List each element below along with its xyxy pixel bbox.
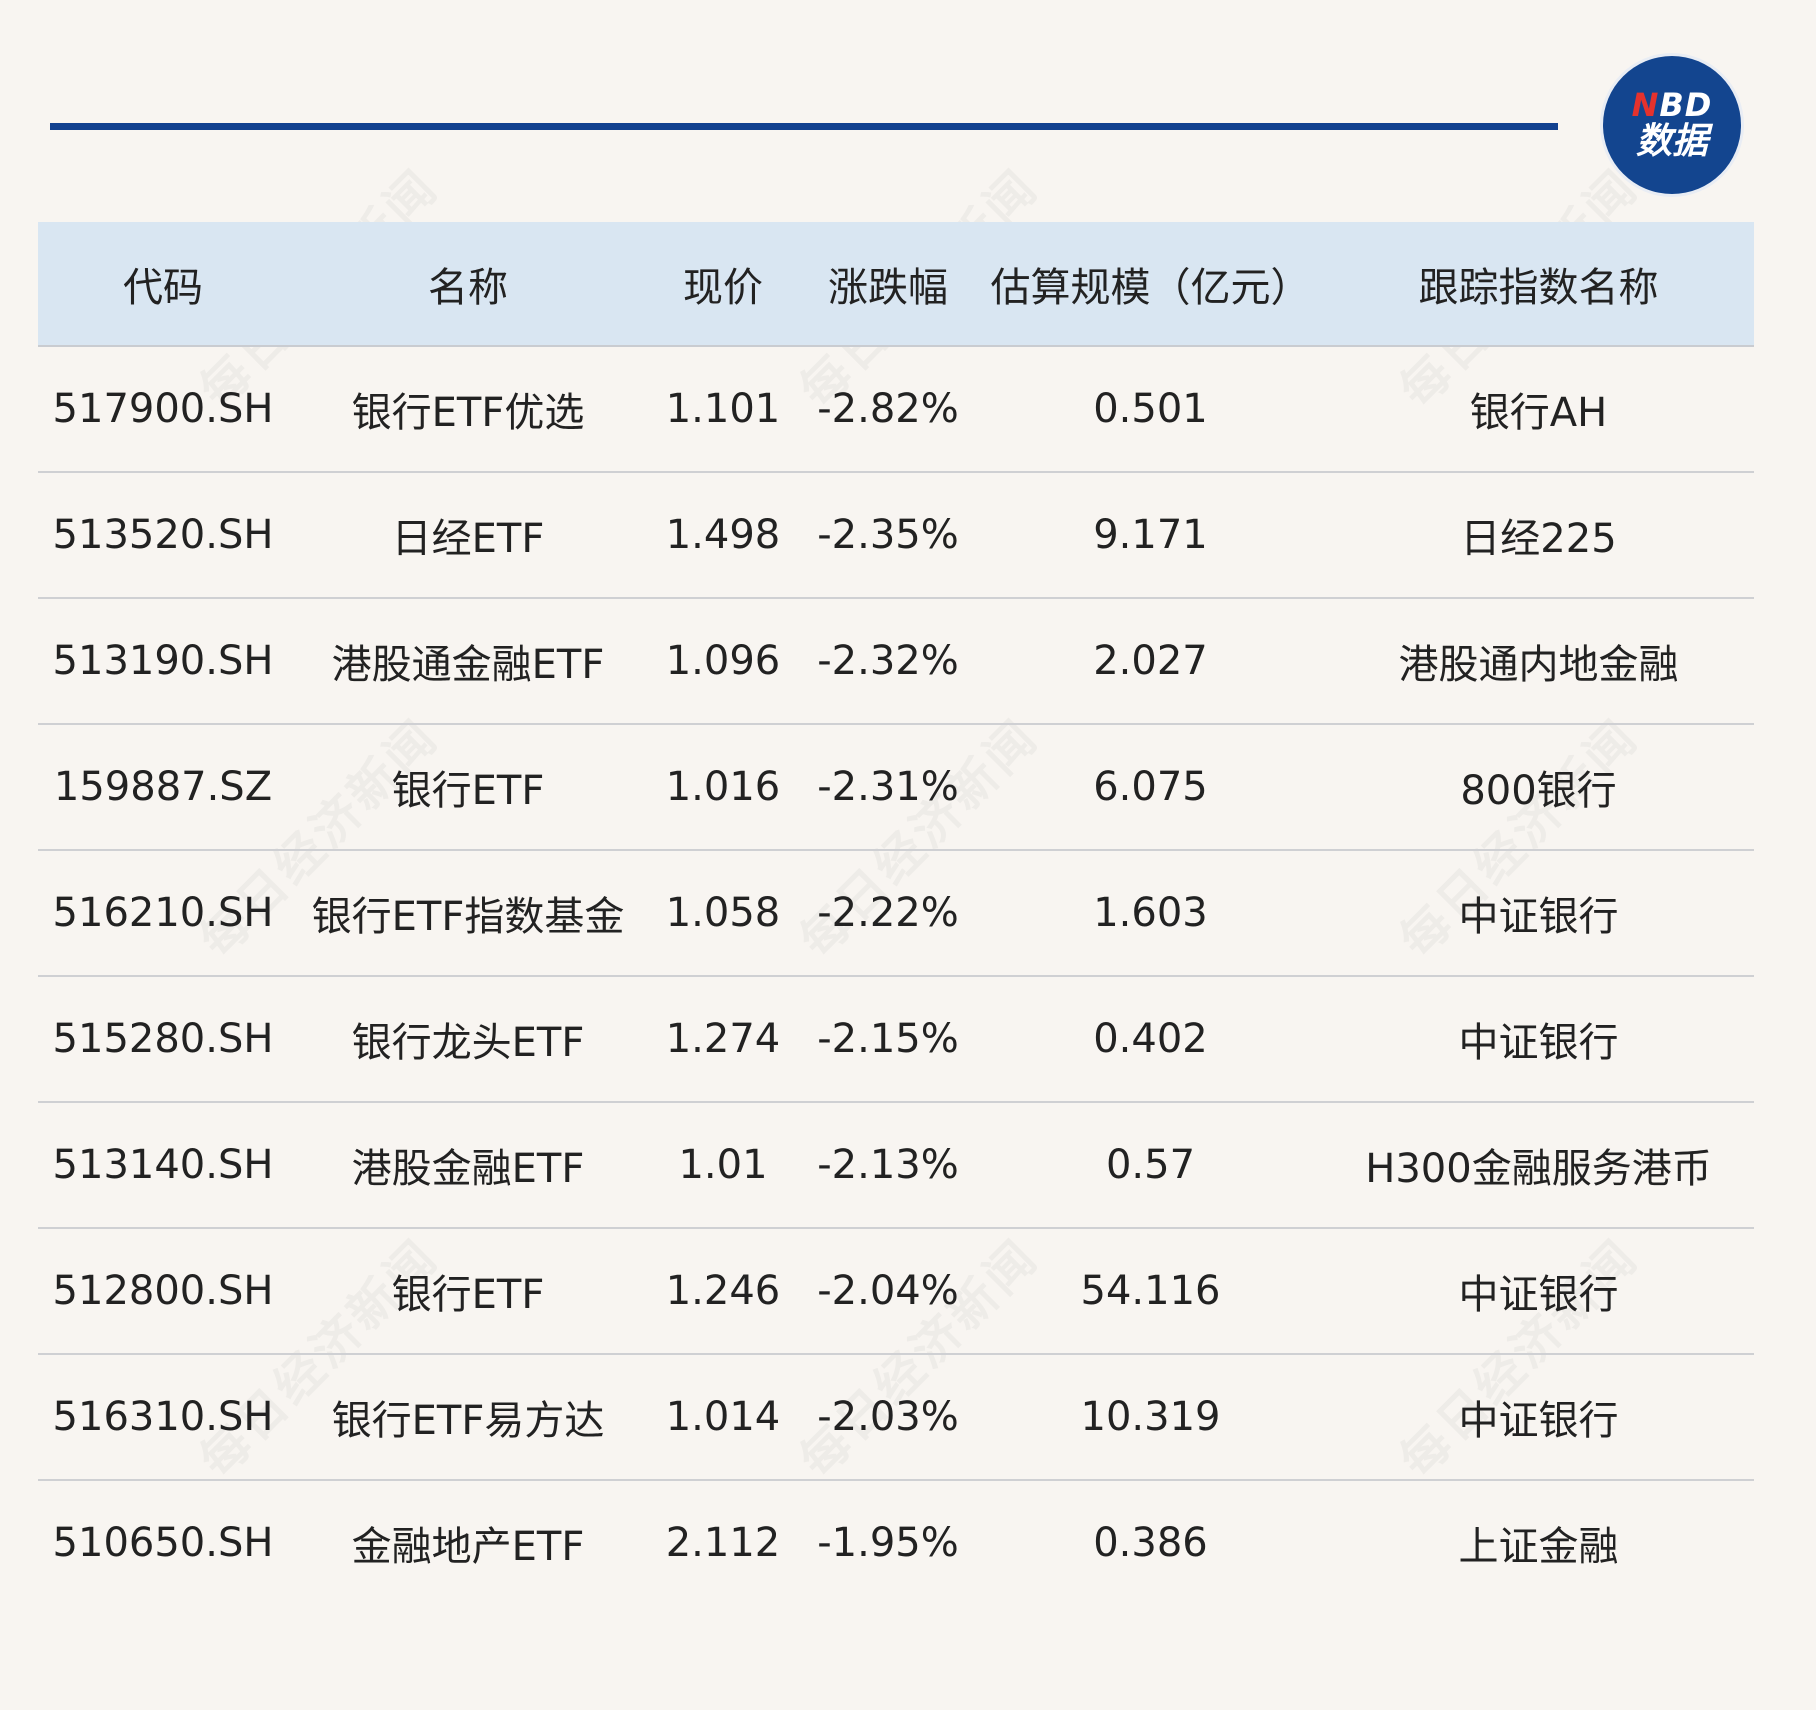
cell-name: 日经ETF [288, 472, 648, 599]
cell-price: 1.274 [648, 976, 798, 1103]
cell-scale: 0.402 [978, 976, 1323, 1103]
cell-change: -1.95% [817, 1520, 959, 1566]
column-header-code: 代码 [38, 222, 288, 347]
cell-price: 1.101 [648, 346, 798, 473]
cell-scale: 1.603 [978, 850, 1323, 977]
cell-code: 510650.SH [52, 1520, 274, 1566]
column-header-scale: 估算规模（亿元） [978, 222, 1323, 347]
cell-change: -2.13% [798, 1102, 978, 1229]
cell-price: 1.246 [648, 1228, 798, 1355]
cell-scale: 0.386 [1093, 1520, 1208, 1566]
table-row: 516310.SH 银行ETF易方达 1.014 -2.03% 10.319 中证银行 [38, 1354, 1754, 1481]
cell-name: 银行龙头ETF [288, 976, 648, 1103]
cell-index: 中证银行 [1323, 1354, 1754, 1481]
column-header-name: 名称 [288, 222, 648, 347]
table-row: 513190.SH 港股通金融ETF 1.096 -2.32% 2.027 港股通内地金融 [38, 598, 1754, 725]
cell-index: 上证金融 [1458, 1524, 1619, 1570]
cell-scale: 2.027 [978, 598, 1323, 725]
table-row: 515280.SH 银行龙头ETF 1.274 -2.15% 0.402 中证银行 [38, 976, 1754, 1103]
cell-scale: 0.501 [978, 346, 1323, 473]
cell-scale: 10.319 [978, 1354, 1323, 1481]
cell-change: -2.35% [798, 472, 978, 599]
cell-index: H300金融服务港币 [1323, 1102, 1754, 1229]
cell-name: 银行ETF [288, 1228, 648, 1355]
cell-code: 159887.SZ [38, 724, 288, 851]
cell-index: 800银行 [1323, 724, 1754, 851]
cell-scale: 54.116 [978, 1228, 1323, 1355]
cell-scale: 6.075 [978, 724, 1323, 851]
cell-price: 1.058 [648, 850, 798, 977]
cell-change: -2.31% [798, 724, 978, 851]
cell-code: 513520.SH [38, 472, 288, 599]
table-row: 510650.SH 金融地产ETF 2.112 -1.95% 0.386 上证金融 [38, 1480, 1754, 1605]
cell-price: 1.498 [648, 472, 798, 599]
header-rule [50, 123, 1558, 130]
cell-name: 银行ETF指数基金 [288, 850, 648, 977]
cell-scale: 0.57 [978, 1102, 1323, 1229]
cell-code: 513190.SH [38, 598, 288, 725]
cell-change: -2.32% [798, 598, 978, 725]
logo-line-1: NBD [1631, 86, 1713, 124]
column-header-price: 现价 [648, 222, 798, 347]
cell-code: 515280.SH [38, 976, 288, 1103]
cell-index: 银行AH [1323, 346, 1754, 473]
cell-price: 1.014 [648, 1354, 798, 1481]
cell-change: -2.82% [798, 346, 978, 473]
cell-scale: 9.171 [978, 472, 1323, 599]
cell-name: 金融地产ETF [351, 1524, 585, 1570]
cell-code: 516310.SH [38, 1354, 288, 1481]
logo-line-2: 数据 [1635, 121, 1708, 162]
table-row: 516210.SH 银行ETF指数基金 1.058 -2.22% 1.603 中证银行 [38, 850, 1754, 977]
cell-change: -2.03% [798, 1354, 978, 1481]
cell-price: 1.016 [648, 724, 798, 851]
cell-change: -2.15% [798, 976, 978, 1103]
cell-price: 1.01 [648, 1102, 798, 1229]
cell-code: 513140.SH [38, 1102, 288, 1229]
cell-index: 日经225 [1323, 472, 1754, 599]
cell-index: 港股通内地金融 [1323, 598, 1754, 725]
table-row: 517900.SH 银行ETF优选 1.101 -2.82% 0.501 银行AH [38, 346, 1754, 473]
table-row: 159887.SZ 银行ETF 1.016 -2.31% 6.075 800银行 [38, 724, 1754, 851]
cell-index: 中证银行 [1323, 1228, 1754, 1355]
cell-price: 1.096 [648, 598, 798, 725]
cell-name: 港股通金融ETF [288, 598, 648, 725]
cell-code: 512800.SH [38, 1228, 288, 1355]
cell-name: 银行ETF [288, 724, 648, 851]
table-row: 513140.SH 港股金融ETF 1.01 -2.13% 0.57 H300金融服务港币 [38, 1102, 1754, 1229]
cell-code: 517900.SH [38, 346, 288, 473]
table-header-row: 代码 名称 现价 涨跌幅 估算规模（亿元） 跟踪指数名称 [38, 222, 1754, 347]
table-body: 517900.SH 银行ETF优选 1.101 -2.82% 0.501 银行AH 5135… [38, 346, 1754, 1605]
etf-table: 代码 名称 现价 涨跌幅 估算规模（亿元） 跟踪指数名称 517900.SH 银行… [38, 222, 1754, 1605]
cell-change: -2.04% [798, 1228, 978, 1355]
cell-name: 港股金融ETF [288, 1102, 648, 1229]
cell-name: 银行ETF优选 [288, 346, 648, 473]
cell-price: 2.112 [665, 1520, 781, 1566]
cell-code: 516210.SH [38, 850, 288, 977]
cell-name: 银行ETF易方达 [288, 1354, 648, 1481]
cell-index: 中证银行 [1323, 976, 1754, 1103]
cell-index: 中证银行 [1323, 850, 1754, 977]
nbd-data-logo: NBD 数据 [1603, 56, 1741, 194]
cell-change: -2.22% [798, 850, 978, 977]
column-header-index: 跟踪指数名称 [1323, 222, 1754, 347]
column-header-change: 涨跌幅 [798, 222, 978, 347]
table-row: 512800.SH 银行ETF 1.246 -2.04% 54.116 中证银行 [38, 1228, 1754, 1355]
table-row: 513520.SH 日经ETF 1.498 -2.35% 9.171 日经225 [38, 472, 1754, 599]
